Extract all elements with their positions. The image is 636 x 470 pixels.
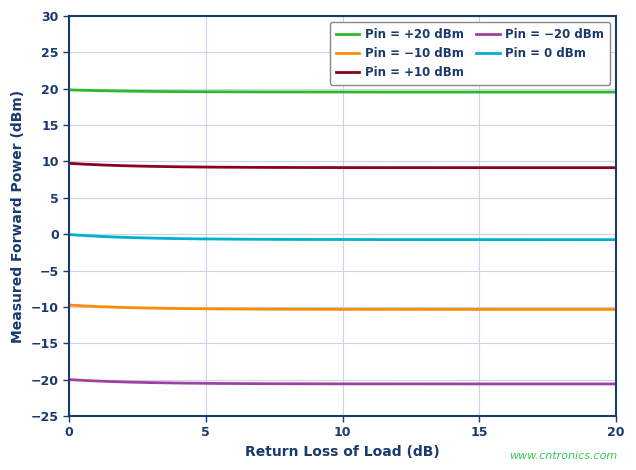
Text: www.cntronics.com: www.cntronics.com — [509, 451, 617, 461]
Pin = +20 dBm — [514, 89, 522, 95]
Pin = 0 dBm — [328, 237, 336, 243]
Pin = 0 dBm — [391, 237, 399, 243]
Line: Pin = +10 dBm: Pin = +10 dBm — [69, 163, 616, 168]
Pin = −20 dBm — [391, 381, 399, 387]
Pin = +20 dBm — [612, 89, 620, 95]
Pin = −20 dBm — [599, 381, 607, 387]
Pin = +10 dBm — [391, 165, 399, 171]
Pin = −10 dBm — [361, 306, 369, 312]
Pin = −20 dBm — [66, 377, 73, 383]
Pin = +10 dBm — [325, 165, 333, 171]
Line: Pin = +20 dBm: Pin = +20 dBm — [69, 90, 616, 92]
Pin = +20 dBm — [599, 89, 607, 95]
Pin = −10 dBm — [328, 306, 336, 312]
Pin = 0 dBm — [514, 237, 522, 243]
Pin = −20 dBm — [328, 381, 336, 387]
Pin = +20 dBm — [66, 87, 73, 93]
Pin = +10 dBm — [361, 165, 369, 171]
Pin = +10 dBm — [328, 165, 336, 171]
Line: Pin = 0 dBm: Pin = 0 dBm — [69, 235, 616, 240]
Pin = +10 dBm — [612, 165, 620, 171]
Pin = −10 dBm — [612, 306, 620, 312]
Pin = +20 dBm — [325, 89, 333, 95]
Pin = 0 dBm — [325, 237, 333, 243]
Line: Pin = −10 dBm: Pin = −10 dBm — [69, 305, 616, 309]
Y-axis label: Measured Forward Power (dBm): Measured Forward Power (dBm) — [11, 89, 25, 343]
Pin = +20 dBm — [328, 89, 336, 95]
Pin = +10 dBm — [514, 165, 522, 171]
Pin = 0 dBm — [612, 237, 620, 243]
Pin = −10 dBm — [514, 306, 522, 312]
Pin = −10 dBm — [391, 306, 399, 312]
Pin = +20 dBm — [361, 89, 369, 95]
X-axis label: Return Loss of Load (dB): Return Loss of Load (dB) — [245, 445, 440, 459]
Pin = −10 dBm — [325, 306, 333, 312]
Line: Pin = −20 dBm: Pin = −20 dBm — [69, 380, 616, 384]
Pin = 0 dBm — [599, 237, 607, 243]
Pin = 0 dBm — [66, 232, 73, 237]
Pin = +10 dBm — [66, 160, 73, 166]
Legend: Pin = +20 dBm, Pin = −10 dBm, Pin = +10 dBm, Pin = −20 dBm, Pin = 0 dBm: Pin = +20 dBm, Pin = −10 dBm, Pin = +10 … — [330, 22, 610, 85]
Pin = −20 dBm — [325, 381, 333, 387]
Pin = −20 dBm — [612, 381, 620, 387]
Pin = −10 dBm — [66, 302, 73, 308]
Pin = +20 dBm — [391, 89, 399, 95]
Pin = −20 dBm — [361, 381, 369, 387]
Pin = −20 dBm — [514, 381, 522, 387]
Pin = 0 dBm — [361, 237, 369, 243]
Pin = −10 dBm — [599, 306, 607, 312]
Pin = +10 dBm — [599, 165, 607, 171]
